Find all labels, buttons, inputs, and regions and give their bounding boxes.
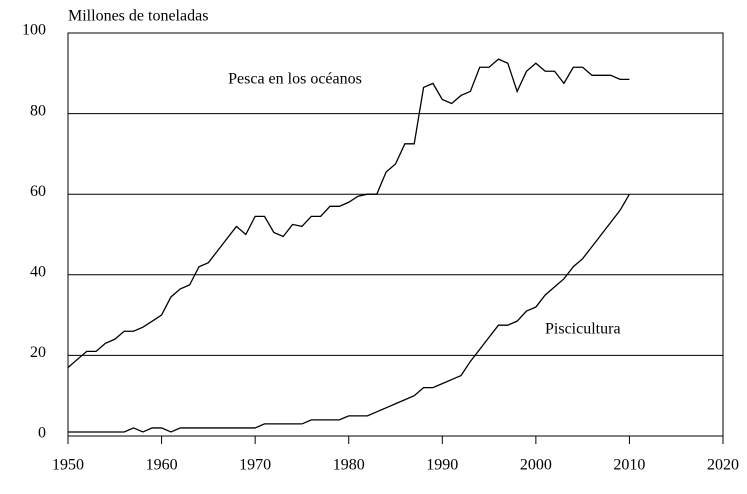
y-tick-label: 80 (30, 102, 46, 119)
x-tick-label: 1960 (146, 457, 178, 474)
y-tick-label: 20 (30, 344, 46, 361)
y-tick-label: 0 (38, 425, 46, 442)
x-tick-label: 1980 (333, 457, 365, 474)
x-tick-label: 1990 (426, 457, 458, 474)
x-tick-label: 2020 (707, 457, 739, 474)
y-tick-label: 60 (30, 183, 46, 200)
x-tick-label: 1950 (52, 457, 84, 474)
y-axis-label: Millones de toneladas (68, 8, 208, 25)
line (67, 58, 630, 368)
series-label: Piscicultura (545, 321, 621, 338)
plot-frame (67, 32, 724, 437)
x-tick-label: 1970 (239, 457, 271, 474)
y-tick-label: 100 (22, 22, 46, 39)
y-tick-label: 40 (30, 263, 46, 280)
x-tick-label: 2010 (613, 457, 645, 474)
line (68, 193, 630, 433)
series-label: Pesca en los océanos (228, 71, 362, 88)
x-tick-label: 2000 (520, 457, 552, 474)
